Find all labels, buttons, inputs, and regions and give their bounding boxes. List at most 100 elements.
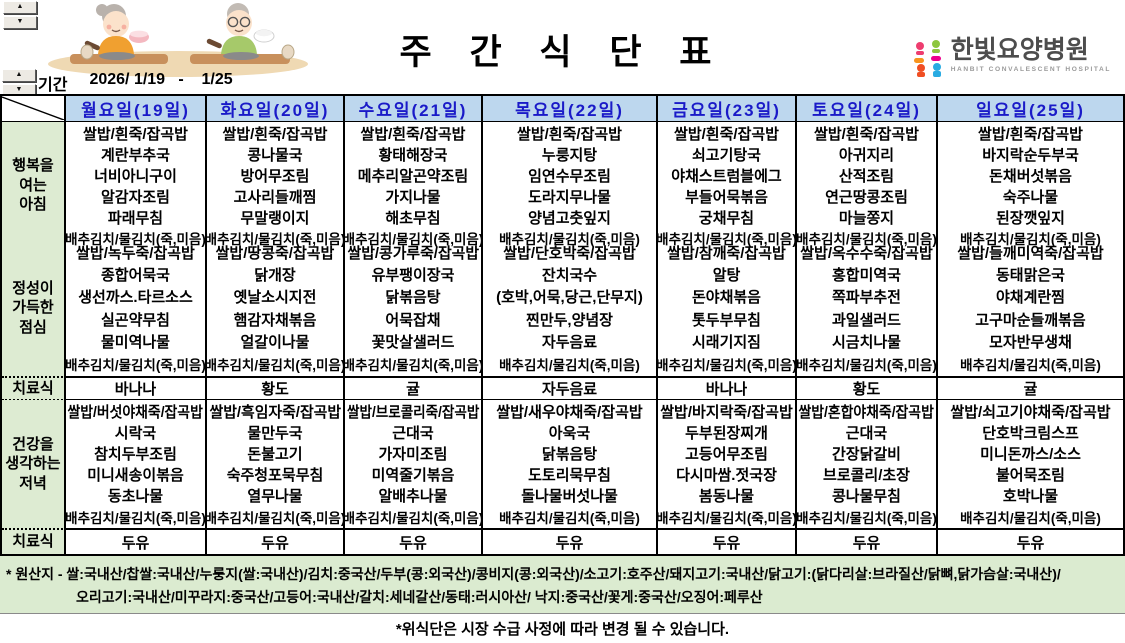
menu-cell: 쌀밥/새우야채죽/잡곡밥 아욱국 닭볶음탕 도토리묵무침 돌나물버섯나물 배추김치/물김치… <box>483 400 658 530</box>
day-header-label: 일요일(25일) <box>976 101 1085 120</box>
menu-item: 불어묵조림 <box>995 467 1065 484</box>
spin-up-button[interactable]: ▲ <box>3 1 37 14</box>
period-value: 2026/ 1/19 - 1/25 <box>89 71 233 88</box>
menu-cell: 쌀밥/옥수수죽/잡곡밥 홍합미역국 쪽파부추전 과일샐러드 시금치나물 배추김치/물김치(… <box>796 240 938 378</box>
menu-cell: 쌀밥/단호박죽/잡곡밥 잔치국수 (호박,어묵,당근,단무지) 찐만두,양념장 자두음료… <box>483 240 658 378</box>
menu-item: 알배추나물 <box>378 488 448 505</box>
menu-item: 돈채버섯볶음 <box>989 168 1072 185</box>
menu-item: 숙주청포묵무침 <box>226 467 324 484</box>
day-header-label: 화요일(20일) <box>220 101 330 120</box>
meal-row: 정성이 가득한 점심 쌀밥/녹두죽/잡곡밥 종합어묵국 생선까스.타르소스 실곤약무침 물미역… <box>2 240 1123 378</box>
day-header-label: 수요일(21일) <box>358 101 468 120</box>
menu-item: 배추김치/물김치(죽,미음) <box>342 357 484 373</box>
menu-item: 찐만두,양념장 <box>526 311 613 329</box>
menu-item: 쌀밥/땅콩죽/잡곡밥 <box>215 244 335 262</box>
menu-item: 알탕 <box>712 266 741 284</box>
menu-item: 바지락순두부국 <box>982 147 1079 164</box>
menu-item: 해초무침 <box>385 210 441 227</box>
menu-item: 돌나물버섯나물 <box>521 488 618 505</box>
menu-item: 쌀밥/혼합야채죽/잡곡밥 <box>798 404 935 421</box>
menu-item: 열무나물 <box>247 488 303 505</box>
day-header: 수요일(21일) <box>345 96 483 123</box>
menu-item: 쌀밥/쇠고기야채죽/잡곡밥 <box>950 404 1111 421</box>
menu-item: 아욱국 <box>548 425 591 442</box>
menu-item: 꽃맛살샐러드 <box>371 333 455 351</box>
page-title: 주 간 식 단 표 <box>399 33 726 72</box>
menu-item: 두부된장찌개 <box>685 425 768 442</box>
menu-item: 햄감자채볶음 <box>233 311 317 329</box>
day-header-label: 금요일(23일) <box>672 101 781 120</box>
menu-cell: 쌀밥/흰죽/잡곡밥 바지락순두부국 돈채버섯볶음 숙주나물 된장깻잎지 배추김치/물김치(… <box>938 122 1123 251</box>
menu-item: 배추김치/물김치(죽,미음) <box>342 232 484 247</box>
menu-cell: 쌀밥/흰죽/잡곡밥 콩나물국 방어무조림 고사리들깨찜 무말랭이지 배추김치/물김치(죽,… <box>204 122 346 251</box>
therapy-value: 바나나 <box>66 378 207 401</box>
menu-item: 무말랭이지 <box>240 210 310 227</box>
menu-cell: 쌀밥/브로콜리죽/잡곡밥 근대국 가자미조림 미역줄기볶음 알배추나물 배추김치/물김치(… <box>343 400 483 530</box>
day-header: 금요일(23일) <box>658 96 797 123</box>
menu-item: 쇠고기탕국 <box>691 147 761 164</box>
menu-item: 연근땅콩조림 <box>825 189 908 206</box>
menu-item: 파래무침 <box>107 210 164 227</box>
day-header: 화요일(20일) <box>207 96 345 123</box>
therapy-value: 두유 <box>658 530 797 554</box>
menu-item: 가지나물 <box>385 189 441 206</box>
menu-cell: 쌀밥/흰죽/잡곡밥 누룽지탕 임연수무조림 도라지무나물 양념고춧잎지 배추김치/물김치(… <box>483 122 658 251</box>
menu-item: 산적조림 <box>838 168 895 185</box>
menu-item: 시락국 <box>114 425 157 442</box>
menu-item: 쌀밥/녹두죽/잡곡밥 <box>76 244 195 262</box>
menu-item: 동태맑은국 <box>995 266 1065 284</box>
menu-item: 근대국 <box>392 425 434 442</box>
menu-item: 돈불고기 <box>247 446 303 463</box>
menu-item: 알감자조림 <box>100 189 170 206</box>
spinner-top[interactable]: ▲ ▼ <box>3 1 37 29</box>
menu-item: 배추김치/물김치(죽,미음) <box>656 232 797 247</box>
menu-item: 옛날소시지전 <box>233 289 317 307</box>
hospital-logo: 한빛요양병원 HANBIT CONVALESCENT HOSPITAL <box>912 38 1111 85</box>
menu-item: 쌀밥/흰죽/잡곡밥 <box>360 126 466 143</box>
menu-item: 돈야채볶음 <box>691 289 761 307</box>
therapy-row-label: 치료식 <box>2 530 66 554</box>
menu-item: 배추김치/물김치(죽,미음) <box>204 357 346 373</box>
menu-item: 아귀지리 <box>838 147 895 164</box>
elderly-couple-eating-illustration <box>42 2 314 83</box>
therapy-row: 치료식 두유 두유 두유 두유 두유 두유 두유 <box>2 530 1123 554</box>
menu-item: 숙주나물 <box>1002 189 1059 206</box>
menu-cell: 쌀밥/녹두죽/잡곡밥 종합어묵국 생선까스.타르소스 실곤약무침 물미역나물 배추김치/물… <box>65 240 207 378</box>
spin-down-button[interactable]: ▼ <box>3 16 37 29</box>
menu-cell: 쌀밥/혼합야채죽/잡곡밥 근대국 간장닭갈비 브로콜리/초장 콩나물무침 배추김치/물김치… <box>796 400 938 530</box>
menu-item: 쌀밥/콩가루죽/잡곡밥 <box>347 244 479 262</box>
day-header: 목요일(22일) <box>483 96 658 123</box>
menu-item: 배추김치/물김치(죽,미음) <box>204 232 346 247</box>
menu-item: 궁채무침 <box>698 210 755 227</box>
menu-item: 고구마순들깨볶음 <box>975 311 1086 329</box>
menu-item: 시래기지짐 <box>691 333 761 351</box>
menu-item: 계란부추국 <box>100 147 170 164</box>
weekly-menu-table: 월요일(19일) 화요일(20일) 수요일(21일) 목요일(22일) 금요일(23일)… <box>0 94 1125 556</box>
menu-item: 쌀밥/옥수수죽/잡곡밥 <box>800 244 933 262</box>
menu-item: 다시마쌈.젓국장 <box>676 467 777 484</box>
period-row: 기간 2026/ 1/19 - 1/25 <box>38 71 233 95</box>
menu-item: 콩나물무침 <box>831 488 901 505</box>
therapy-row-label: 치료식 <box>2 378 66 401</box>
menu-change-note: *위식단은 시장 수급 사정에 따라 변경 될 수 있습니다. <box>395 621 730 638</box>
menu-item: 근대국 <box>845 425 888 442</box>
menu-cell: 쌀밥/콩가루죽/잡곡밥 유부팽이장국 닭볶음탕 어묵잡채 꽃맛살샐러드 배추김치/물김치(… <box>342 240 484 378</box>
menu-item: 쌀밥/흰죽/잡곡밥 <box>83 126 188 143</box>
meal-row: 행복을 여는 아침 쌀밥/흰죽/잡곡밥 계란부추국 너비아니구이 알감자조림 파래무침 배추김치… <box>2 122 1123 251</box>
menu-item: 톳두부무침 <box>691 311 761 329</box>
spin-up-button[interactable]: ▲ <box>2 69 36 82</box>
day-header-label: 목요일(22일) <box>515 101 624 120</box>
menu-item: 동초나물 <box>107 488 164 505</box>
menu-item: 간장닭갈비 <box>831 446 901 463</box>
therapy-value: 두유 <box>345 530 483 554</box>
hospital-name: 한빛요양병원 <box>950 36 1089 64</box>
menu-item: 미니돈까스/소스 <box>980 446 1081 463</box>
menu-cell: 쌀밥/땅콩죽/잡곡밥 닭개장 옛날소시지전 햄감자채볶음 얼갈이나물 배추김치/물김치(죽… <box>204 240 346 378</box>
menu-item: 종합어묵국 <box>100 266 170 284</box>
therapy-value: 황도 <box>207 378 345 401</box>
menu-cell: 쌀밥/흰죽/잡곡밥 아귀지리 산적조림 연근땅콩조림 마늘쫑지 배추김치/물김치(죽,미음… <box>796 122 938 251</box>
menu-item: 배추김치/물김치(죽,미음) <box>499 357 640 373</box>
menu-item: 쌀밥/흰죽/잡곡밥 <box>517 126 622 143</box>
period-label: 기간 <box>38 77 68 94</box>
therapy-value: 바나나 <box>658 378 797 401</box>
